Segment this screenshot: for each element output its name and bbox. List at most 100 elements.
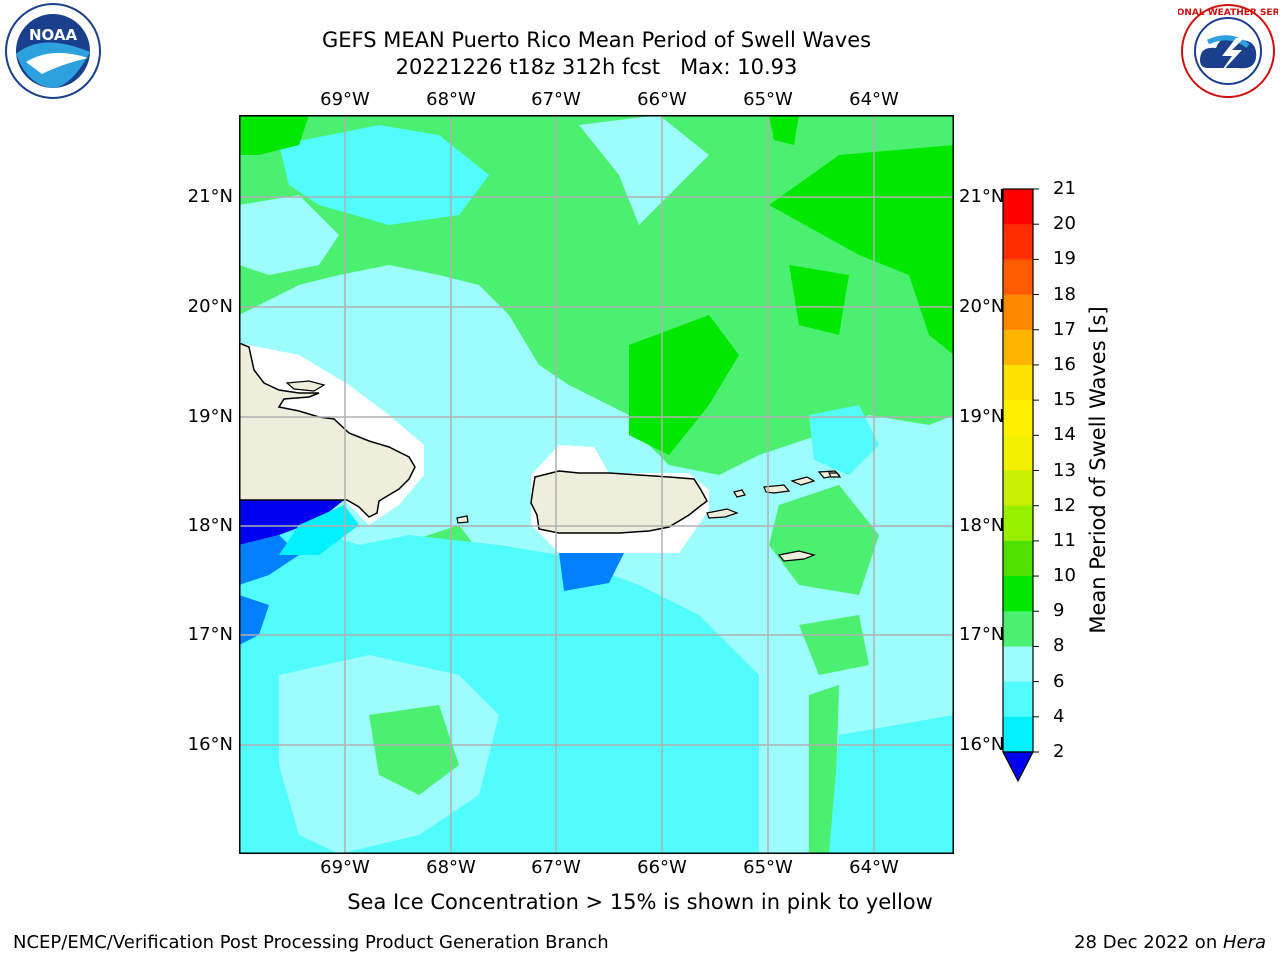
- colorbar-tick-label: 19: [1053, 248, 1076, 270]
- land-hispaniola: [239, 342, 416, 518]
- lon-label-top: 68°W: [426, 89, 476, 110]
- lat-label-left: 20°N: [187, 296, 233, 317]
- lat-label-right: 19°N: [959, 406, 1005, 427]
- footer-branch: NCEP/EMC/Verification Post Processing Pr…: [13, 932, 609, 953]
- land-st-john: [790, 476, 816, 486]
- colorbar-tick-label: 4: [1053, 705, 1065, 727]
- colorbar: [1002, 188, 1039, 783]
- colorbar-segment: [1003, 681, 1033, 718]
- land-st-croix: [777, 550, 816, 562]
- colorbar-segment: [1003, 716, 1033, 753]
- map-title-line1: GEFS MEAN Puerto Rico Mean Period of Swe…: [321, 28, 872, 52]
- contour-blue-west2: [239, 595, 269, 645]
- colorbar-tick-label: 17: [1053, 318, 1076, 340]
- colorbar-tick-label: 12: [1053, 494, 1076, 516]
- lat-label-left: 17°N: [187, 624, 233, 645]
- colorbar-segment: [1003, 364, 1033, 401]
- contour-blue-pr-south: [559, 553, 624, 591]
- nws-logo-text: NATIONAL WEATHER SERVICE: [1178, 8, 1278, 18]
- footer-machine: Hera: [1222, 932, 1266, 953]
- contour-darkgreen-nw: [239, 115, 309, 155]
- colorbar-tick-label: 21: [1053, 178, 1076, 199]
- lat-label-left: 21°N: [187, 186, 233, 207]
- lon-label-top: 66°W: [637, 89, 687, 110]
- lon-label-bottom: 67°W: [531, 857, 581, 878]
- map-grid: [239, 115, 954, 854]
- contour-green-south-band: [369, 705, 459, 795]
- lon-label-bottom: 65°W: [743, 857, 793, 878]
- nws-logo: NATIONAL WEATHER SERVICE: [1178, 4, 1278, 98]
- colorbar-segment: [1003, 400, 1033, 436]
- noaa-logo: NOAA: [5, 3, 101, 99]
- contour-darkgreen-e: [789, 265, 849, 335]
- land-culebra: [733, 489, 746, 498]
- colorbar-segment: [1003, 435, 1033, 471]
- colorbar-tick-label: 11: [1053, 529, 1076, 551]
- colorbar-ticks: [1033, 188, 1039, 753]
- contour-green-south-strip: [809, 685, 839, 854]
- colorbar-segments: [1003, 189, 1033, 753]
- colorbar-segment: [1003, 470, 1033, 507]
- lat-label-right: 20°N: [959, 296, 1005, 317]
- colorbar-tick-label: 2: [1053, 741, 1065, 762]
- colorbar-extend-triangle: [1002, 751, 1034, 783]
- contour-green-east: [769, 485, 879, 595]
- noaa-logo-text: NOAA: [29, 26, 78, 44]
- swell-period-map: [239, 115, 954, 854]
- colorbar-segment: [1003, 294, 1033, 331]
- colorbar-segment: [1003, 646, 1033, 683]
- colorbar-segment: [1003, 224, 1033, 260]
- colorbar-segment: [1003, 576, 1033, 612]
- lon-label-top: 64°W: [849, 89, 899, 110]
- colorbar-tick-label: 20: [1053, 213, 1076, 235]
- lon-label-top: 65°W: [743, 89, 793, 110]
- map-title-line2: 20221226 t18z 312h fcst Max: 10.93: [395, 55, 798, 79]
- contour-cyan-south-east: [829, 715, 954, 854]
- colorbar-tick-label: 18: [1053, 283, 1076, 305]
- land-mona: [456, 515, 469, 524]
- lat-label-left: 18°N: [187, 515, 233, 536]
- colorbar-tick-label: 15: [1053, 389, 1076, 411]
- map-frame: [239, 115, 954, 854]
- colorbar-tick-label: 16: [1053, 353, 1076, 375]
- land-vieques: [706, 508, 739, 519]
- lon-label-bottom: 66°W: [637, 857, 687, 878]
- contour-cyan-bright-sw: [279, 505, 359, 555]
- colorbar-segment: [1003, 505, 1033, 542]
- land-st-thomas: [763, 484, 791, 494]
- colorbar-segment: [1003, 259, 1033, 296]
- land-anegada: [828, 472, 842, 478]
- contour-cyan-north-west2: [239, 195, 339, 275]
- sea-ice-caption: Sea Ice Concentration > 15% is shown in …: [347, 890, 933, 914]
- footer-date-text: 28 Dec 2022 on: [1074, 932, 1223, 953]
- colorbar-tick-label: 9: [1053, 600, 1065, 622]
- colorbar-tick-label: 10: [1053, 565, 1076, 587]
- contour-green-southeast: [799, 615, 869, 675]
- contour-darkgreen-center: [629, 315, 739, 455]
- colorbar-tick-label: 13: [1053, 459, 1076, 481]
- footer-date: 28 Dec 2022 on Hera: [1074, 932, 1266, 953]
- lat-label-right: 18°N: [959, 515, 1005, 536]
- lat-label-right: 16°N: [959, 734, 1005, 755]
- lat-label-left: 19°N: [187, 406, 233, 427]
- colorbar-tick-label: 8: [1053, 635, 1065, 657]
- lon-label-bottom: 64°W: [849, 857, 899, 878]
- contour-cyan-north-pocket: [579, 115, 709, 225]
- contour-blue-dark-west: [239, 500, 344, 545]
- lon-label-bottom: 68°W: [426, 857, 476, 878]
- land-puerto-rico: [530, 470, 708, 534]
- lon-label-top: 69°W: [320, 89, 370, 110]
- colorbar-segment: [1003, 189, 1033, 225]
- lon-label-bottom: 69°W: [320, 857, 370, 878]
- colorbar-segment: [1003, 540, 1033, 577]
- contour-cyan-east-patch: [809, 405, 879, 475]
- contour-cyan-north-west: [279, 125, 489, 225]
- colorbar-segment: [1003, 611, 1033, 647]
- colorbar-tick-label: 14: [1053, 424, 1076, 446]
- lat-label-right: 21°N: [959, 186, 1005, 207]
- contour-darkgreen-ne2: [769, 115, 799, 145]
- colorbar-title: Mean Period of Swell Waves [s]: [1086, 306, 1110, 634]
- colorbar-segment: [1003, 329, 1033, 366]
- lat-label-right: 17°N: [959, 624, 1005, 645]
- colorbar-tick-label: 6: [1053, 670, 1065, 692]
